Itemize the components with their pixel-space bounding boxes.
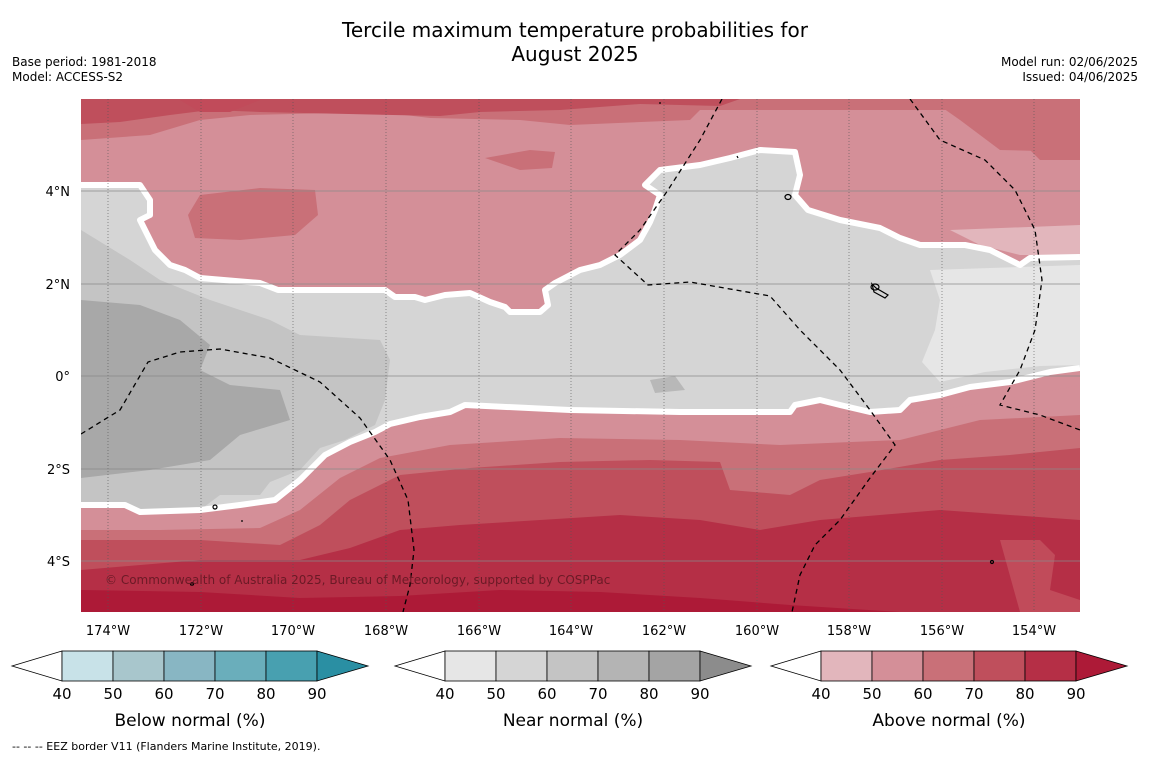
colorbar-swatch bbox=[265, 650, 318, 682]
lat-label: 4°S bbox=[47, 555, 70, 570]
colorbar-high-extend bbox=[699, 650, 753, 682]
lon-label: 166°W bbox=[457, 624, 501, 639]
colorbar-tick: 70 bbox=[588, 685, 607, 703]
meta-right: Model run: 02/06/2025 Issued: 04/06/2025 bbox=[1001, 55, 1138, 85]
colorbar-tick: 40 bbox=[435, 685, 454, 703]
colorbar-tick: 40 bbox=[52, 685, 71, 703]
colorbar-tick: 50 bbox=[486, 685, 505, 703]
colorbar-swatch bbox=[495, 650, 548, 682]
model-run-label: Model run: 02/06/2025 bbox=[1000, 55, 1138, 69]
colorbar-tick: 80 bbox=[639, 685, 658, 703]
colorbar-swatch bbox=[871, 650, 924, 682]
field-above-90-south bbox=[81, 590, 900, 612]
tercile-boundary-north bbox=[81, 147, 1080, 315]
colorbar-swatch bbox=[922, 650, 975, 682]
colorbar-tick: 50 bbox=[862, 685, 881, 703]
lat-label: 2°N bbox=[46, 278, 71, 293]
colorbar-title: Below normal (%) bbox=[115, 711, 266, 731]
colorbar-swatch bbox=[820, 650, 873, 682]
lon-label: 158°W bbox=[827, 624, 871, 639]
colorbar-swatch bbox=[1024, 650, 1077, 682]
base-period-label: Base period: 1981-2018 bbox=[12, 55, 157, 69]
field-above-70-patch bbox=[180, 100, 260, 112]
lon-label: 164°W bbox=[549, 624, 593, 639]
colorbar-tick: 90 bbox=[1066, 685, 1085, 703]
lon-label: 162°W bbox=[642, 624, 686, 639]
colorbar-tick: 90 bbox=[307, 685, 326, 703]
colorbar-swatch bbox=[112, 650, 165, 682]
colorbar-swatch bbox=[163, 650, 216, 682]
lon-label: 154°W bbox=[1012, 624, 1056, 639]
issued-label: Issued: 04/06/2025 bbox=[1022, 70, 1138, 84]
lat-label: 0° bbox=[55, 370, 70, 385]
colorbar-swatch bbox=[648, 650, 701, 682]
field-near-70 bbox=[81, 300, 290, 478]
colorbar-tick: 70 bbox=[205, 685, 224, 703]
colorbar-tick: 90 bbox=[690, 685, 709, 703]
colorbar-swatch bbox=[546, 650, 599, 682]
islands bbox=[189, 102, 995, 586]
latitude-labels: 4°N 2°N 0° 2°S 4°S bbox=[46, 185, 71, 570]
colorbar-tick: 80 bbox=[256, 685, 275, 703]
colorbar-tick: 40 bbox=[811, 685, 830, 703]
map-title-line1: Tercile maximum temperature probabilitie… bbox=[342, 18, 808, 42]
field-above-60-patch-a bbox=[485, 150, 555, 170]
lon-label: 172°W bbox=[179, 624, 223, 639]
lon-label: 160°W bbox=[735, 624, 779, 639]
probability-field bbox=[81, 99, 1080, 612]
colorbar-low-extend bbox=[769, 650, 822, 682]
field-above-60-patch-b bbox=[188, 188, 318, 240]
colorbar-swatch bbox=[444, 650, 497, 682]
field-near-60-patch bbox=[650, 376, 685, 393]
colorbar-tick: 60 bbox=[913, 685, 932, 703]
lon-label: 156°W bbox=[920, 624, 964, 639]
colorbar-below-normal: 40 50 60 70 80 90 Below normal (%) bbox=[10, 650, 370, 731]
colorbar-title: Near normal (%) bbox=[503, 711, 643, 731]
copyright-text: © Commonwealth of Australia 2025, Bureau… bbox=[105, 573, 610, 587]
map-title-line2: August 2025 bbox=[511, 42, 639, 66]
lon-label: 170°W bbox=[271, 624, 315, 639]
eez-borders bbox=[81, 99, 1080, 612]
colorbar-low-extend bbox=[10, 650, 63, 682]
map-title: Tercile maximum temperature probabilitie… bbox=[0, 18, 1150, 66]
colorbar-tick: 60 bbox=[154, 685, 173, 703]
tercile-boundary-south bbox=[81, 365, 1080, 515]
parallels bbox=[81, 190, 1080, 562]
colorbar-swatch bbox=[597, 650, 650, 682]
colorbar-tick: 80 bbox=[1015, 685, 1034, 703]
field-near-40-east bbox=[922, 265, 1080, 382]
colorbar-high-extend bbox=[1075, 650, 1129, 682]
colorbar-low-extend bbox=[393, 650, 446, 682]
eez-border-note: -- -- -- EEZ border V11 (Flanders Marine… bbox=[12, 740, 321, 753]
lon-label: 174°W bbox=[86, 624, 130, 639]
model-label: Model: ACCESS-S2 bbox=[12, 70, 124, 84]
colorbar-tick: 50 bbox=[103, 685, 122, 703]
colorbar-tick: 70 bbox=[964, 685, 983, 703]
field-above-70-se bbox=[1000, 540, 1080, 612]
lat-label: 2°S bbox=[47, 463, 70, 478]
field-above-40-ne bbox=[950, 225, 1080, 255]
colorbar-above-normal: 40 50 60 70 80 90 Above normal (%) bbox=[769, 650, 1129, 731]
field-above-60-ne bbox=[930, 99, 1080, 152]
colorbar-near-normal: 40 50 60 70 80 90 Near normal (%) bbox=[393, 650, 753, 731]
colorbar-swatch bbox=[973, 650, 1026, 682]
colorbar-high-extend bbox=[316, 650, 370, 682]
longitude-labels: 174°W 172°W 170°W 168°W 166°W 164°W 162°… bbox=[86, 624, 1056, 639]
colorbar-swatch bbox=[61, 650, 114, 682]
lat-label: 4°N bbox=[46, 185, 71, 200]
meta-left: Base period: 1981-2018 Model: ACCESS-S2 bbox=[12, 55, 157, 85]
colorbar-tick: 60 bbox=[537, 685, 556, 703]
colorbar-title: Above normal (%) bbox=[872, 711, 1025, 731]
lon-label: 168°W bbox=[364, 624, 408, 639]
colorbar-swatch bbox=[214, 650, 267, 682]
